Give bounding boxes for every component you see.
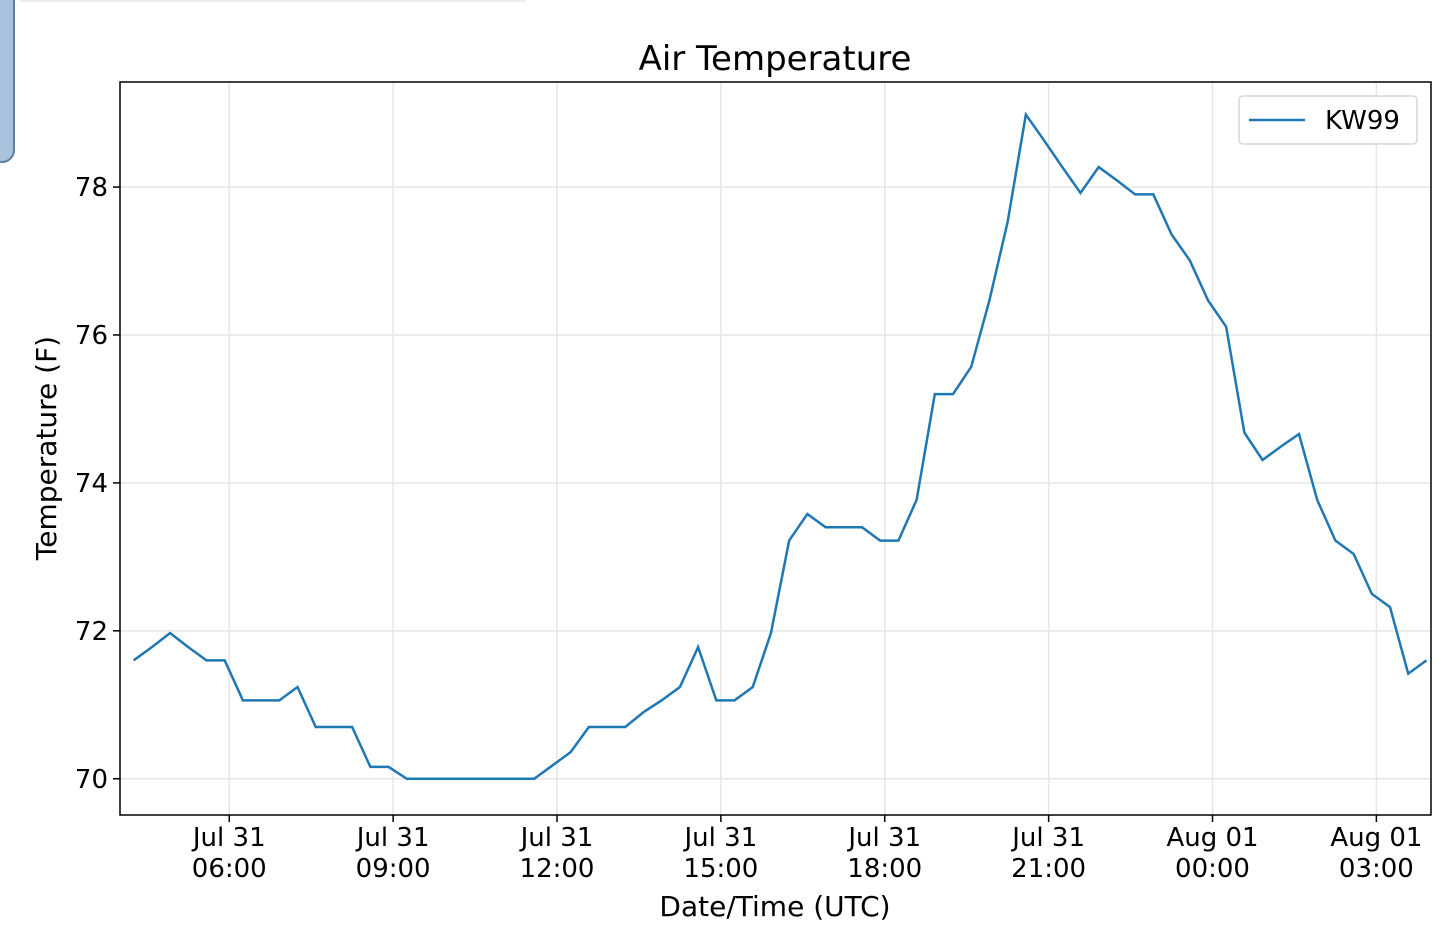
plot-frame (119, 81, 1432, 816)
y-tick-label: 70 (75, 765, 108, 795)
y-tick-label: 78 (75, 173, 108, 203)
y-axis-label: Temperature (F) (30, 336, 63, 561)
legend-label: KW99 (1325, 106, 1400, 136)
x-tick-label: Jul 31 12:00 (519, 823, 595, 884)
x-tick-label: Jul 31 09:00 (355, 823, 431, 884)
x-tick-label: Jul 31 06:00 (191, 823, 267, 884)
chart-title: Air Temperature (639, 39, 912, 79)
x-tick-label: Aug 01 03:00 (1330, 823, 1423, 884)
x-tick-label: Aug 01 00:00 (1166, 823, 1259, 884)
side-tab (0, 0, 15, 163)
y-tick-label: 72 (75, 617, 108, 647)
x-tick-label: Jul 31 21:00 (1011, 823, 1087, 884)
y-tick-label: 74 (75, 469, 108, 499)
x-tick-label: Jul 31 18:00 (847, 823, 923, 884)
x-tick-label: Jul 31 15:00 (683, 823, 759, 884)
x-axis-label: Date/Time (UTC) (659, 890, 890, 923)
series-line (132, 111, 1428, 781)
y-tick-label: 76 (75, 321, 108, 351)
legend-box (1238, 95, 1418, 145)
